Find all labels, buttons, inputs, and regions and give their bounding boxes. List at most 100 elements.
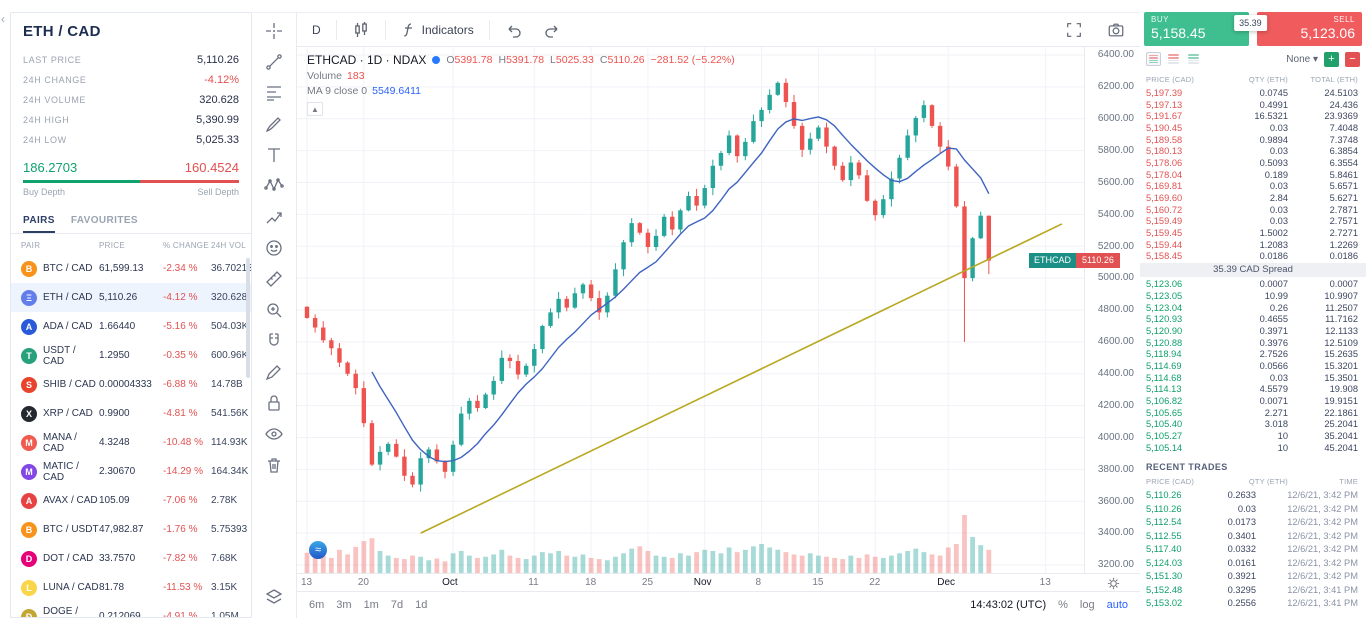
clock[interactable]: 14:43:02 (UTC) (970, 598, 1047, 611)
bid-row[interactable]: 5,105.65 2.271 22.1861 (1146, 407, 1358, 418)
magnet-icon[interactable] (257, 325, 291, 356)
range-1d[interactable]: 1d (415, 598, 428, 611)
candle-style-icon[interactable] (347, 17, 375, 43)
ask-row[interactable]: 5,178.06 0.5093 6.3554 (1146, 157, 1358, 168)
pairs-header: PAIR PRICE % CHANGE 24H VOL (11, 236, 251, 254)
bid-row[interactable]: 5,106.82 0.0071 19.9151 (1146, 396, 1358, 407)
last-price-label: ETHCAD 5110.26 (1029, 252, 1120, 268)
bid-row[interactable]: 5,114.68 0.03 15.3501 (1146, 372, 1358, 383)
trash-icon[interactable] (257, 449, 291, 480)
view-asks-icon[interactable] (1166, 52, 1181, 66)
xabcd-pattern-icon[interactable] (257, 170, 291, 201)
buy-button[interactable]: BUY 5,158.45 (1144, 12, 1249, 46)
eye-icon[interactable] (257, 418, 291, 449)
screenshot-icon[interactable] (1102, 17, 1130, 43)
brush-icon[interactable] (257, 108, 291, 139)
ask-row[interactable]: 5,159.45 1.5002 2.7271 (1146, 228, 1358, 239)
coin-icon: B (21, 260, 37, 277)
emoji-icon[interactable] (257, 232, 291, 263)
bid-row[interactable]: 5,123.04 0.26 11.2507 (1146, 302, 1358, 313)
undo-icon[interactable] (500, 18, 528, 42)
ask-row[interactable]: 5,197.13 0.4991 24.436 (1146, 99, 1358, 110)
ask-row[interactable]: 5,178.04 0.189 5.8461 (1146, 169, 1358, 180)
bid-row[interactable]: 5,114.13 4.5579 19.908 (1146, 384, 1358, 395)
tab-pairs[interactable]: PAIRS (23, 209, 55, 233)
scrollbar[interactable] (246, 258, 250, 378)
group-decrease-button[interactable]: − (1345, 51, 1360, 67)
ask-row[interactable]: 5,189.58 0.9894 7.3748 (1146, 134, 1358, 145)
bid-row[interactable]: 5,105.14 10 45.2041 (1146, 442, 1358, 453)
text-icon[interactable] (257, 139, 291, 170)
trend-line-icon[interactable] (257, 46, 291, 77)
time-axis[interactable]: 13 20 Oct 11 18 25 Nov 8 15 22 Dec 13 (297, 573, 1140, 590)
interval-button[interactable]: D (312, 22, 321, 37)
zoom-icon[interactable] (257, 294, 291, 325)
forecast-icon[interactable] (257, 201, 291, 232)
bid-row[interactable]: 5,114.69 0.0566 15.3201 (1146, 360, 1358, 371)
legend-collapse-button[interactable]: ▲ (307, 102, 323, 117)
range-3m[interactable]: 3m (336, 598, 352, 611)
view-bids-icon[interactable] (1186, 52, 1201, 66)
ask-row[interactable]: 5,169.60 2.84 5.6271 (1146, 193, 1358, 204)
bid-row[interactable]: 5,123.05 10.99 10.9907 (1146, 290, 1358, 301)
draw-icon[interactable] (257, 356, 291, 387)
bid-row[interactable]: 5,123.06 0.0007 0.0007 (1146, 279, 1358, 290)
range-7d[interactable]: 7d (390, 598, 404, 611)
range-6m[interactable]: 6m (309, 598, 325, 611)
bid-row[interactable]: 5,120.90 0.3971 12.1133 (1146, 325, 1358, 336)
view-both-icon[interactable] (1146, 52, 1161, 66)
collapse-sidebar-icon[interactable]: ‹ (1, 12, 5, 26)
candlestick-plot[interactable] (297, 47, 1084, 574)
grouping-dropdown[interactable]: None ▾ (1286, 53, 1318, 65)
ask-row[interactable]: 5,191.67 16.5321 23.9369 (1146, 111, 1358, 122)
redo-icon[interactable] (538, 18, 566, 42)
auto-scale-button[interactable]: auto (1106, 598, 1128, 611)
group-increase-button[interactable]: + (1324, 51, 1339, 67)
coin-icon: M (21, 434, 37, 451)
ask-row[interactable]: 5,160.72 0.03 2.7871 (1146, 204, 1358, 215)
ask-row[interactable]: 5,197.39 0.0745 24.5103 (1146, 87, 1358, 98)
ask-row[interactable]: 5,169.81 0.03 5.6571 (1146, 181, 1358, 192)
range-1m[interactable]: 1m (363, 598, 379, 611)
price-chart[interactable]: ETHCAD · 1D · NDAX O5391.78 H5391.78 L5025… (297, 47, 1084, 574)
fullscreen-icon[interactable] (1060, 17, 1088, 43)
object-tree-icon[interactable] (257, 581, 291, 612)
tab-favourites[interactable]: FAVOURITES (70, 215, 138, 226)
bid-row[interactable]: 5,120.88 0.3976 12.5109 (1146, 337, 1358, 348)
ask-row[interactable]: 5,190.45 0.03 7.4048 (1146, 122, 1358, 133)
axis-settings-gear-icon[interactable] (1107, 577, 1120, 593)
ask-row[interactable]: 5,158.45 0.0186 0.0186 (1146, 251, 1358, 262)
ask-row[interactable]: 5,180.13 0.03 6.3854 (1146, 146, 1358, 157)
bid-row[interactable]: 5,118.94 2.7526 15.2635 (1146, 349, 1358, 360)
measure-icon[interactable] (257, 263, 291, 294)
price-tick: 3800.00 (1097, 463, 1134, 475)
crosshair-icon[interactable] (257, 15, 291, 46)
bid-row[interactable]: 5,105.40 3.018 25.2041 (1146, 419, 1358, 430)
bid-row[interactable]: 5,105.27 10 35.2041 (1146, 431, 1358, 442)
ask-row[interactable]: 5,159.44 1.2083 1.2269 (1146, 239, 1358, 250)
legend-symbol[interactable]: ETHCAD · 1D · NDAX (307, 53, 427, 68)
log-scale-button[interactable]: log (1079, 598, 1095, 611)
bid-row[interactable]: 5,120.93 0.4655 11.7162 (1146, 314, 1358, 325)
ask-row[interactable]: 5,159.49 0.03 2.7571 (1146, 216, 1358, 227)
fib-retracement-icon[interactable] (257, 77, 291, 108)
price-axis[interactable]: 6400.00 6200.00 6000.00 5800.00 5600.00 5400.… (1029, 47, 1140, 574)
percent-scale-button[interactable]: % (1058, 598, 1068, 611)
indicators-button[interactable]: Indicators (396, 18, 479, 42)
lock-icon[interactable] (257, 387, 291, 418)
sell-button[interactable]: SELL 5,123.06 (1257, 12, 1362, 46)
